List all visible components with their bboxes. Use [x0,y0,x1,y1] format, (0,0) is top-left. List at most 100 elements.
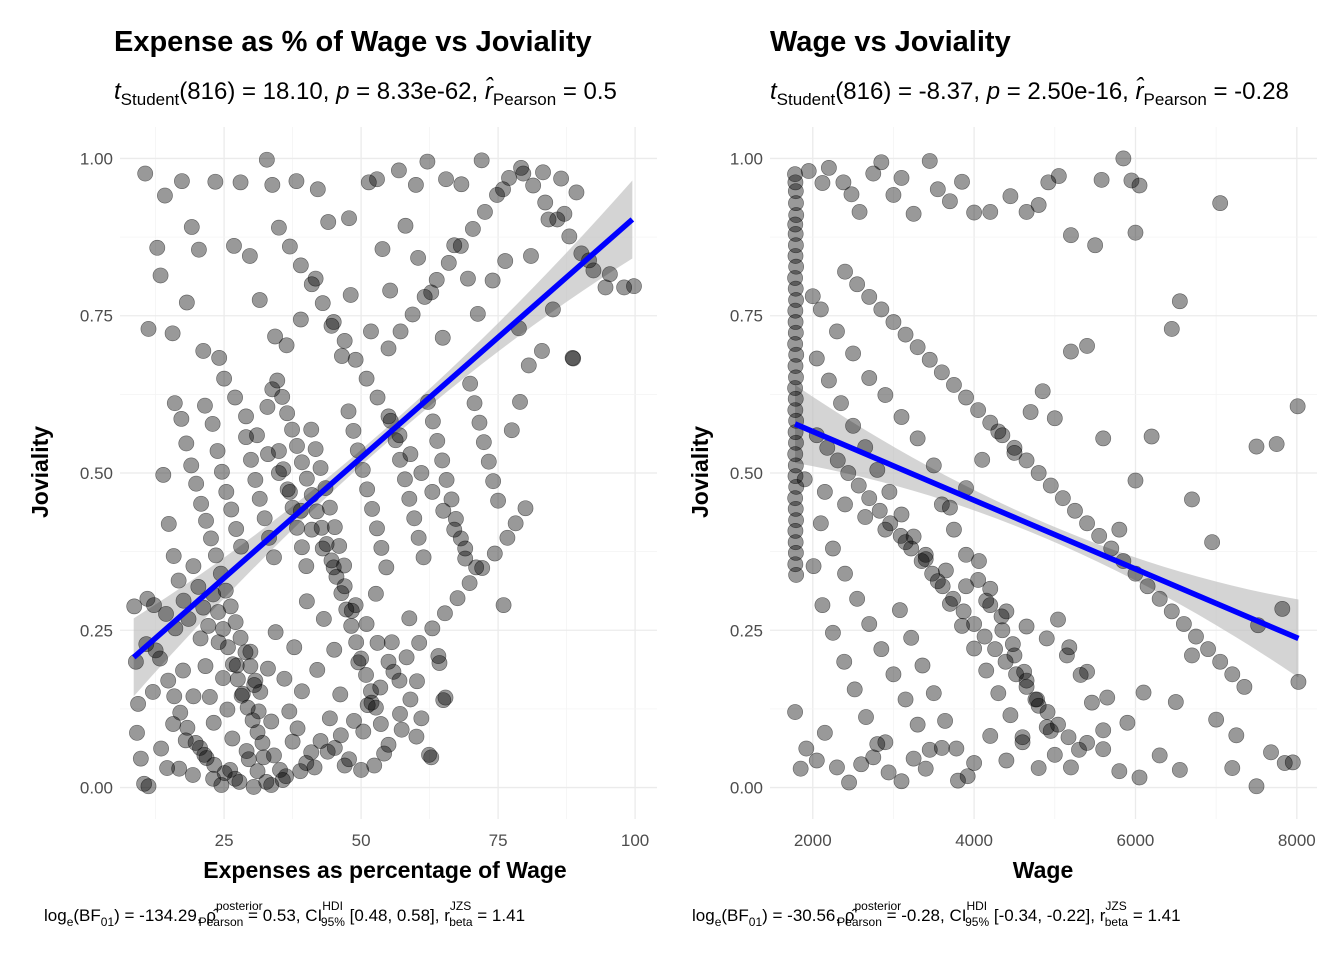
data-point [787,183,804,200]
cap-r-val: = 1.41 [1128,906,1180,925]
regression-line [793,421,1300,641]
data-point [921,351,938,368]
data-point [788,258,805,275]
data-point [308,503,325,520]
cap-r: [-0.34, -0.22], r [989,906,1106,925]
data-point [245,779,262,795]
data-point [626,278,642,295]
data-point [796,471,813,488]
data-point [263,713,280,730]
data-point [1228,727,1245,744]
data-point [1171,293,1188,310]
y-tick-label: 0.25 [80,621,113,640]
subtitle-p-val: = 8.33e-62, [349,78,484,105]
data-point [434,329,451,346]
data-point [525,177,542,194]
data-point [1050,611,1066,628]
data-point [1063,759,1079,776]
subtitle-r-sub: Pearson [493,90,556,109]
caption: loge(BF01) = -134.29, ρ̂posterior Pearson… [44,899,525,929]
data-point [1163,321,1180,337]
data-point [303,421,320,438]
data-point [520,357,537,374]
data-point [787,544,804,561]
data-point [207,173,224,190]
data-point [1236,678,1253,695]
data-point [833,395,849,412]
data-point [166,395,183,412]
data-point [228,521,245,537]
subtitle-clip-mask [672,70,692,110]
data-point [258,773,275,790]
data-point [178,435,195,452]
data-point [798,740,815,757]
data-point [885,666,902,683]
data-point [1063,227,1079,244]
data-point [1079,338,1095,354]
data-point [1175,616,1192,632]
data-point [313,519,330,536]
data-point [363,683,379,700]
data-point [437,689,454,706]
data-point [808,752,825,769]
data-point [447,511,464,527]
data-point [534,343,550,359]
cap-r-sup: JZS [1105,899,1126,913]
data-point [829,452,846,469]
data-point [429,433,446,449]
data-point [226,237,242,254]
data-point [200,617,217,634]
data-point [897,326,914,343]
data-point [850,477,867,494]
data-point [242,643,259,660]
data-point [998,603,1015,620]
data-point [835,174,852,191]
data-point [195,343,212,359]
data-point [877,387,894,403]
data-point [882,515,899,532]
data-point [869,736,886,753]
data-point [997,653,1014,670]
data-point [152,650,168,667]
panel-expense-vs-joviality: Expense as % of Wage vs Joviality tStude… [27,26,657,929]
x-tick-label: 50 [352,831,371,850]
data-point [193,495,209,512]
data-point [1093,171,1110,188]
data-point [1151,590,1168,607]
data-point [787,522,804,539]
data-point [240,751,257,768]
data-point [338,601,355,618]
data-point [173,410,190,427]
data-point [303,521,320,538]
cap-log: log [692,906,715,925]
data-point [942,193,958,210]
data-point [424,483,441,500]
data-point [489,187,505,203]
data-point [921,153,938,169]
data-point [1290,673,1307,690]
data-point [933,496,950,513]
data-point [397,471,413,488]
data-point [933,364,950,381]
data-point [787,446,804,463]
cap-log: log [44,906,67,925]
data-point [229,671,246,688]
data-point [289,438,305,454]
data-point [1002,707,1019,724]
data-point [925,685,942,702]
data-point [1040,174,1057,191]
data-point [342,287,359,303]
data-point [1099,689,1116,706]
data-point [266,549,282,566]
data-point [477,204,493,220]
data-point [179,719,196,736]
data-point [942,595,958,612]
data-point [250,703,267,720]
data-point [267,624,284,641]
data-point [1014,729,1031,746]
data-point [925,457,942,474]
data-point [549,211,566,228]
data-point [950,772,966,789]
data-point [402,691,419,708]
data-point [1289,398,1306,415]
